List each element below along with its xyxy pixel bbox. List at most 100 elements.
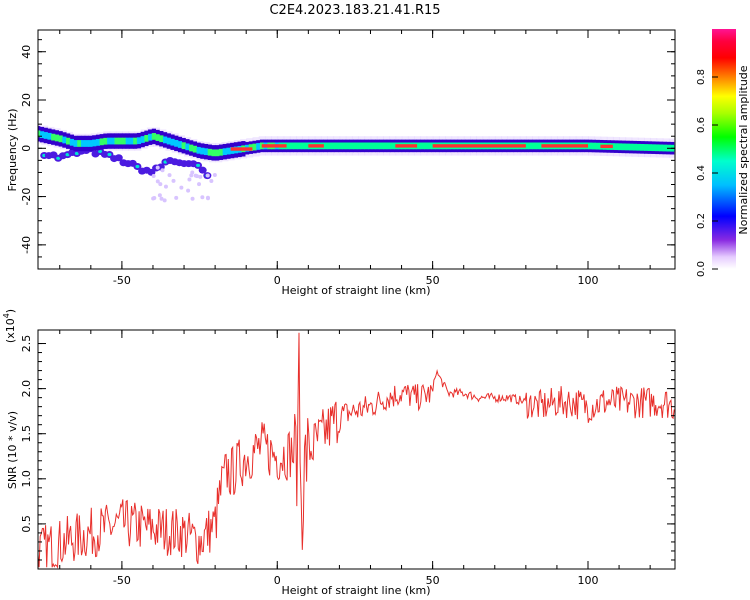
spectrogram-ridge-mid — [215, 149, 220, 157]
spectrogram-ridge-mid — [166, 137, 171, 145]
spectrogram-ridge-mid — [159, 135, 164, 143]
spectrogram-ridge-mid — [651, 144, 656, 152]
spectrogram-y-tick-label: -20 — [20, 188, 33, 206]
spectrogram-noise-dot — [197, 182, 202, 187]
spectrogram-ridge-mid — [226, 147, 231, 155]
snr-x-tick-label: 0 — [274, 574, 281, 587]
spectrogram-ridge-mid — [151, 133, 156, 140]
spectrogram-ridge-mid — [222, 148, 227, 156]
spectrogram-ridge-mid — [647, 144, 652, 151]
spectrogram-ridge-peak — [308, 144, 324, 148]
spectrogram-ridge-mid — [189, 144, 194, 152]
spectrogram-ridge-mid — [177, 141, 183, 148]
spectrogram-noise-dot — [187, 177, 192, 182]
spectrogram-ridge-mid — [114, 137, 119, 145]
spectrogram-ridge-mid — [121, 137, 127, 145]
spectrogram-y-tick-label: -40 — [20, 236, 33, 254]
spectrogram-ridge-mid — [125, 137, 130, 145]
spectrogram-ridge-mid — [338, 142, 343, 150]
spectrogram-ridge-mid — [353, 142, 358, 150]
spectrogram-noise-dot — [160, 168, 165, 173]
snr-ylabel: SNR (10 * v/v) — [6, 411, 19, 489]
spectrogram-ridge-mid — [360, 142, 365, 150]
spectrogram-ridge-mid — [95, 139, 101, 146]
snr-ticks: -50 0 50 100 0.5 1.0 1.5 2.0 2.5 — [20, 330, 675, 587]
spectrogram-ridge-mid — [54, 134, 60, 142]
spectrogram-ridge-mid — [662, 144, 667, 152]
spectrogram-frame — [37, 29, 676, 270]
spectrogram-noise-dot — [159, 196, 164, 201]
spectrogram-ridge-mid — [632, 143, 638, 151]
spectrogram-ridge-mid — [80, 140, 86, 147]
snr-multiplier: (x104) — [2, 309, 17, 343]
spectrogram-branch-core — [135, 164, 140, 169]
spectrogram-ridge-mid — [47, 132, 52, 140]
spectrogram-ridge-mid — [371, 142, 376, 150]
spectrogram-ridge-mid — [330, 142, 335, 150]
spectrogram-ridge-mid — [185, 143, 190, 151]
spectrogram-ridge-mid — [341, 142, 347, 150]
spectrogram-noise-dot — [186, 188, 191, 193]
spectrogram-ridge-mid — [617, 143, 623, 151]
spectrogram-marks — [38, 124, 675, 203]
spectrogram-ridge-mid — [386, 142, 391, 150]
spectrogram-ridge-mid — [595, 142, 600, 150]
snr-x-tick-label: 100 — [577, 574, 598, 587]
spectrogram-ridge-mid — [99, 138, 104, 146]
spectrogram-ridge-mid — [420, 142, 425, 150]
spectrogram-noise-dot — [162, 198, 167, 203]
spectrogram-ridge-mid — [196, 146, 201, 154]
colorbar-ticks: 0.0 0.2 0.4 0.6 0.8 — [696, 69, 718, 277]
spectrogram-ridge-peak — [395, 144, 418, 148]
spectrogram-branch-cell — [198, 166, 207, 174]
spectrogram-noise-dot — [205, 173, 210, 178]
spectrogram-ridge-mid — [349, 142, 354, 150]
spectrogram-noise-dot — [167, 173, 172, 178]
spectrogram-x-tick-label: 50 — [426, 274, 440, 287]
spectrogram-branch-cell — [114, 154, 123, 162]
spectrogram-ridge-peak — [600, 144, 613, 149]
spectrogram-ridge-mid — [107, 137, 112, 145]
spectrogram-x-tick-label: 100 — [577, 274, 598, 287]
spectrogram-ticks: -50 0 50 100 -40 -20 0 20 40 — [20, 30, 675, 287]
spectrogram-ridge-mid — [203, 148, 209, 156]
spectrogram-ylabel: Frequency (Hz) — [6, 109, 19, 192]
spectrogram-noise-dot — [163, 184, 168, 189]
spectrogram-ridge-peak — [230, 147, 253, 151]
snr-x-tick-label: 50 — [426, 574, 440, 587]
spectrogram-xlabel: Height of straight line (km) — [281, 284, 430, 297]
spectrogram-ridge-mid — [66, 137, 71, 145]
spectrogram-ridge-mid — [375, 142, 380, 150]
spectrogram-ridge-peak — [541, 144, 588, 148]
snr-marks — [38, 332, 675, 569]
spectrogram-ridge-mid — [334, 142, 339, 150]
spectrogram-ridge-mid — [382, 142, 388, 150]
spectrogram-ridge-mid — [524, 142, 529, 150]
spectrogram-ridge-mid — [51, 133, 56, 141]
spectrogram-ridge-mid — [218, 148, 224, 156]
colorbar-tick-label: 0.2 — [696, 213, 707, 229]
spectrogram-ridge-mid — [43, 132, 48, 139]
spectrogram-ridge-mid — [655, 144, 660, 152]
spectrogram-ridge-mid — [289, 142, 294, 150]
spectrogram-ridge-mid — [148, 133, 153, 141]
spectrogram-noise-dot — [212, 173, 217, 178]
spectrogram-ridge-mid — [345, 142, 350, 150]
spectrogram-branch-core — [107, 152, 112, 157]
spectrogram-noise-dot — [155, 179, 160, 184]
spectrogram-ridge-mid — [200, 147, 205, 155]
spectrogram-ridge-mid — [629, 143, 634, 151]
colorbar-tick-label: 0.4 — [696, 165, 707, 181]
spectrogram-ridge-mid — [591, 142, 596, 150]
spectrogram-ridge-mid — [416, 142, 421, 150]
spectrogram-ridge-mid — [88, 140, 93, 147]
spectrogram-ridge-mid — [207, 148, 212, 156]
spectrogram-ridge-mid — [528, 142, 533, 150]
snr-y-tick-label: 2.5 — [20, 335, 33, 353]
spectrogram-branch-core — [196, 163, 201, 167]
spectrogram-noise-dot — [198, 174, 203, 179]
spectrogram-ridge-mid — [38, 130, 41, 138]
colorbar: 0.0 0.2 0.4 0.6 0.8 Normalized spectral ampl… — [696, 29, 750, 277]
spectrogram-y-tick-label: 40 — [20, 45, 33, 59]
spectrogram-ridge-mid — [327, 142, 332, 150]
